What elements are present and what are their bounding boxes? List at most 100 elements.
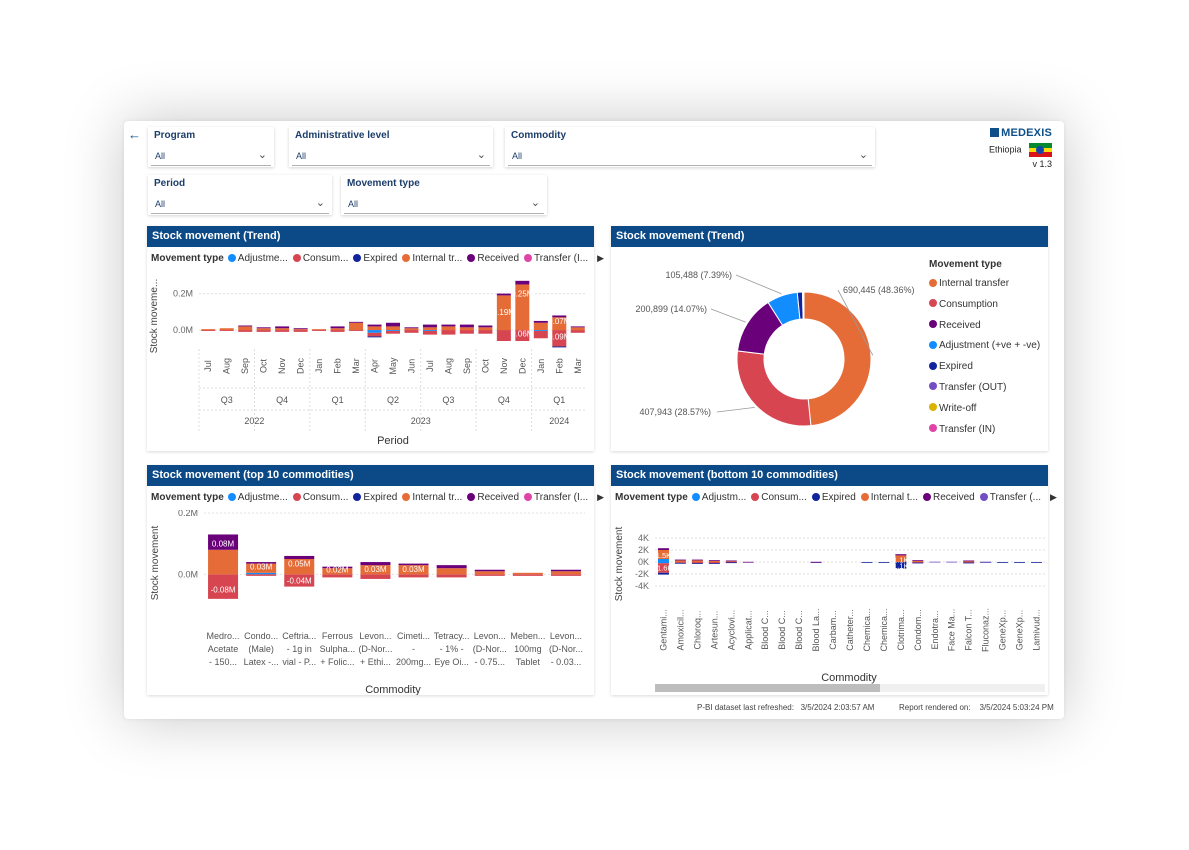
- legend-next-icon[interactable]: ▶: [597, 253, 605, 263]
- bar-segment: [275, 326, 290, 329]
- legend-item[interactable]: Consumption: [929, 295, 1040, 316]
- legend-item[interactable]: Received: [467, 492, 519, 503]
- donut-legend: Movement type Internal transfer Consumptio…: [929, 259, 1040, 440]
- chevron-down-icon[interactable]: ⌄: [476, 149, 486, 161]
- bar-segment: [256, 327, 271, 329]
- bar-segment: [349, 321, 364, 323]
- commodity-dropdown[interactable]: All ⌄: [508, 147, 872, 166]
- bar-segment: [657, 559, 669, 562]
- bar-segment: [963, 562, 975, 564]
- bar-segment: [657, 548, 669, 550]
- chevron-down-icon[interactable]: ⌄: [315, 197, 325, 209]
- legend-title: Movement type: [929, 259, 1002, 270]
- period-dropdown[interactable]: All ⌄: [151, 195, 329, 214]
- legend-item[interactable]: Expired: [353, 492, 397, 503]
- legend-label: Write-off: [939, 402, 977, 414]
- bar-segment: [208, 549, 239, 575]
- program-slicer[interactable]: Program All ⌄: [148, 127, 274, 167]
- legend-item[interactable]: Expired: [929, 357, 1040, 378]
- bar-segment: [912, 562, 924, 563]
- top10-panel: Stock movement (top 10 commodities) Move…: [147, 465, 604, 695]
- bar-segment: [398, 563, 429, 566]
- legend-item[interactable]: Adjustme...: [227, 492, 288, 503]
- movement-type-slicer[interactable]: Movement type All ⌄: [341, 175, 547, 215]
- legend-dot-icon: [929, 424, 937, 433]
- legend-next-icon[interactable]: ▶: [597, 492, 605, 502]
- administrative-level-dropdown[interactable]: All ⌄: [292, 147, 490, 166]
- x-axis-title: Commodity: [821, 672, 877, 684]
- legend-item[interactable]: Transfer (I...: [524, 253, 588, 264]
- x-tick-label: Jul: [203, 360, 213, 372]
- trend-bar-panel: Stock movement (Trend) Movement type Adju…: [147, 226, 604, 451]
- bar-segment: [496, 293, 511, 296]
- x-tick-label: Levon...: [359, 631, 391, 641]
- legend-item[interactable]: Received: [923, 492, 975, 503]
- legend-item[interactable]: Internal tr...: [402, 253, 462, 264]
- quarter-label: Q1: [553, 395, 565, 405]
- legend-label: Adjustme...: [237, 253, 288, 264]
- bar-segment: [570, 326, 585, 328]
- back-arrow-icon[interactable]: ←: [128, 127, 141, 142]
- program-dropdown[interactable]: All ⌄: [151, 147, 271, 166]
- legend-next-icon[interactable]: ▶: [1050, 492, 1057, 502]
- commodity-slicer[interactable]: Commodity All ⌄: [505, 127, 875, 167]
- x-tick-label: (D-Nor...: [473, 644, 507, 654]
- data-label: 0.03M: [250, 563, 273, 572]
- bar-segment: [360, 562, 391, 566]
- legend-dot-icon: [524, 492, 533, 501]
- bar-segment: [742, 561, 754, 563]
- legend-item[interactable]: Expired: [811, 492, 856, 503]
- legend-item[interactable]: Received: [929, 316, 1040, 337]
- data-label: 0.08M: [212, 540, 235, 549]
- legend-item[interactable]: Consum...: [292, 253, 349, 264]
- legend-item[interactable]: Internal transfer: [929, 274, 1040, 295]
- y-tick-label: 0.0M: [178, 569, 198, 579]
- chevron-down-icon[interactable]: ⌄: [530, 197, 540, 209]
- administrative-level-slicer[interactable]: Administrative level All ⌄: [289, 127, 493, 167]
- x-tick-label: 200mg...: [396, 657, 431, 667]
- legend-item[interactable]: Expired: [353, 253, 397, 264]
- bar-segment: [246, 563, 277, 573]
- x-tick-label: Blood C...: [777, 610, 787, 650]
- bar-segment: [478, 327, 493, 331]
- legend-label: Consum...: [302, 253, 349, 264]
- legend-item[interactable]: Consum...: [292, 492, 348, 503]
- legend-title: Movement type: [615, 492, 688, 503]
- legend-dot-icon: [929, 403, 937, 412]
- legend-dot-icon: [751, 492, 760, 501]
- legend-item[interactable]: Transfer (OUT): [929, 378, 1040, 399]
- legend-item[interactable]: Transfer (I...: [524, 492, 588, 503]
- bar-segment: [512, 574, 543, 576]
- legend-item[interactable]: Transfer (IN): [929, 420, 1040, 441]
- legend-item[interactable]: Consum...: [751, 492, 807, 503]
- year-label: 2023: [411, 416, 431, 426]
- chevron-down-icon[interactable]: ⌄: [858, 149, 868, 161]
- bar-segment: [691, 559, 703, 561]
- legend-item[interactable]: Adjustment (+ve + -ve): [929, 336, 1040, 357]
- movement-type-dropdown[interactable]: All ⌄: [344, 195, 544, 214]
- x-tick-label: Cimeti...: [397, 631, 430, 641]
- bar-segment: [552, 315, 567, 318]
- legend-item[interactable]: Received: [467, 253, 519, 264]
- x-tick-label: Tablet: [516, 657, 541, 667]
- chevron-down-icon[interactable]: ⌄: [257, 149, 267, 161]
- x-axis-title: Commodity: [365, 684, 421, 695]
- year-label: 2024: [549, 416, 569, 426]
- legend-item[interactable]: Adjustme...: [227, 253, 288, 264]
- bar-segment: [284, 555, 315, 559]
- legend-dot-icon: [353, 253, 362, 262]
- scrollbar-thumb[interactable]: [655, 684, 880, 692]
- period-slicer[interactable]: Period All ⌄: [148, 175, 332, 215]
- slicer-value: All: [155, 199, 166, 209]
- legend-item[interactable]: Internal t...: [860, 492, 918, 503]
- bar-segment: [1031, 562, 1043, 563]
- horizontal-scrollbar[interactable]: [655, 684, 1045, 692]
- panel-title: Stock movement (top 10 commodities): [147, 465, 594, 486]
- legend-item[interactable]: Internal tr...: [402, 492, 462, 503]
- legend-item[interactable]: Adjustm...: [691, 492, 746, 503]
- legend-item[interactable]: Transfer (...: [979, 492, 1041, 503]
- data-label: 0.05M: [288, 560, 311, 569]
- bar-segment: [997, 562, 1009, 563]
- legend-item[interactable]: Write-off: [929, 399, 1040, 420]
- bar-segment: [657, 550, 669, 559]
